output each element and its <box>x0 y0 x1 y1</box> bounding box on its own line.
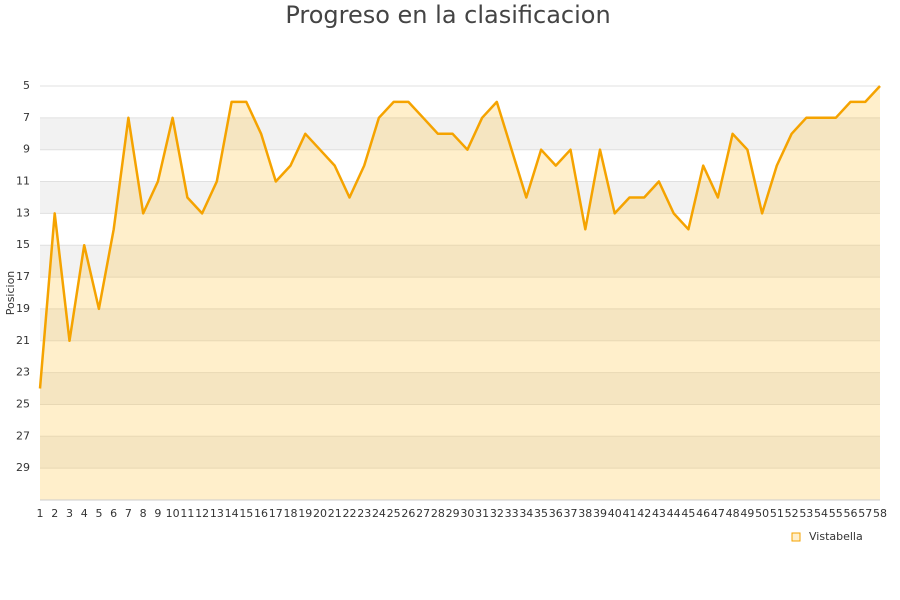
y-tick-label: 21 <box>16 334 30 347</box>
grid-band <box>40 308 880 341</box>
legend-label: Vistabella <box>809 530 863 543</box>
x-tick-label: 6 <box>110 507 117 520</box>
area <box>40 86 880 500</box>
x-tick-label: 45 <box>681 507 695 520</box>
x-tick-label: 37 <box>564 507 578 520</box>
x-tick-label: 1 <box>37 507 44 520</box>
grid-band <box>40 245 880 278</box>
x-tick-label: 19 <box>298 507 312 520</box>
x-tick-label: 50 <box>755 507 769 520</box>
x-tick-label: 56 <box>844 507 858 520</box>
x-tick-label: 35 <box>534 507 548 520</box>
x-tick-label: 4 <box>81 507 88 520</box>
x-tick-label: 51 <box>770 507 784 520</box>
x-tick-label: 25 <box>387 507 401 520</box>
x-tick-label: 54 <box>814 507 828 520</box>
grid-band <box>40 181 880 214</box>
grid-band <box>40 372 880 405</box>
x-tick-label: 17 <box>269 507 283 520</box>
x-tick-label: 39 <box>593 507 607 520</box>
legend-marker <box>791 532 801 542</box>
x-tick-label: 7 <box>125 507 132 520</box>
x-tick-label: 38 <box>578 507 592 520</box>
y-tick-label: 15 <box>16 238 30 251</box>
chart-title: Progreso en la clasificacion <box>285 1 610 29</box>
y-tick-label: 5 <box>23 79 30 92</box>
x-tick-label: 23 <box>357 507 371 520</box>
x-tick-label: 55 <box>829 507 843 520</box>
grid-band <box>40 117 880 150</box>
x-tick-label: 11 <box>180 507 194 520</box>
x-tick-label: 26 <box>401 507 415 520</box>
x-tick-label: 16 <box>254 507 268 520</box>
y-tick-label: 17 <box>16 270 30 283</box>
x-tick-label: 43 <box>652 507 666 520</box>
x-tick-label: 14 <box>225 507 239 520</box>
x-tick-label: 12 <box>195 507 209 520</box>
x-tick-label: 53 <box>799 507 813 520</box>
x-tick-label: 33 <box>505 507 519 520</box>
x-tick-label: 28 <box>431 507 445 520</box>
y-tick-label: 19 <box>16 302 30 315</box>
y-tick-label: 29 <box>16 461 30 474</box>
y-tick-label: 25 <box>16 397 30 410</box>
x-tick-label: 41 <box>622 507 636 520</box>
x-tick-label: 9 <box>154 507 161 520</box>
y-tick-label: 9 <box>23 143 30 156</box>
x-tick-label: 29 <box>446 507 460 520</box>
grid-band <box>40 436 880 469</box>
x-tick-label: 42 <box>637 507 651 520</box>
y-tick-label: 23 <box>16 366 30 379</box>
line <box>38 85 881 389</box>
x-tick-label: 22 <box>342 507 356 520</box>
x-tick-label: 48 <box>726 507 740 520</box>
x-tick-label: 21 <box>328 507 342 520</box>
x-tick-label: 24 <box>372 507 386 520</box>
x-tick-label: 40 <box>608 507 622 520</box>
x-tick-label: 15 <box>239 507 253 520</box>
x-tick-label: 27 <box>416 507 430 520</box>
x-tick-label: 31 <box>475 507 489 520</box>
y-tick-label: 13 <box>16 206 30 219</box>
x-tick-label: 46 <box>696 507 710 520</box>
y-tick-label: 7 <box>23 111 30 124</box>
x-tick-label: 10 <box>166 507 180 520</box>
y-axis-label: Posicion <box>4 271 17 316</box>
x-tick-label: 49 <box>740 507 754 520</box>
x-tick-label: 57 <box>858 507 872 520</box>
x-tick-label: 13 <box>210 507 224 520</box>
x-tick-label: 34 <box>519 507 533 520</box>
x-tick-label: 18 <box>284 507 298 520</box>
x-tick-label: 58 <box>873 507 887 520</box>
x-tick-label: 8 <box>140 507 147 520</box>
x-tick-label: 3 <box>66 507 73 520</box>
x-tick-label: 47 <box>711 507 725 520</box>
x-tick-label: 52 <box>785 507 799 520</box>
x-tick-label: 30 <box>460 507 474 520</box>
x-tick-label: 2 <box>51 507 58 520</box>
y-tick-label: 11 <box>16 175 30 188</box>
x-tick-label: 44 <box>667 507 681 520</box>
x-tick-label: 5 <box>95 507 102 520</box>
x-tick-label: 36 <box>549 507 563 520</box>
y-tick-label: 27 <box>16 429 30 442</box>
x-tick-label: 20 <box>313 507 327 520</box>
x-tick-label: 32 <box>490 507 504 520</box>
